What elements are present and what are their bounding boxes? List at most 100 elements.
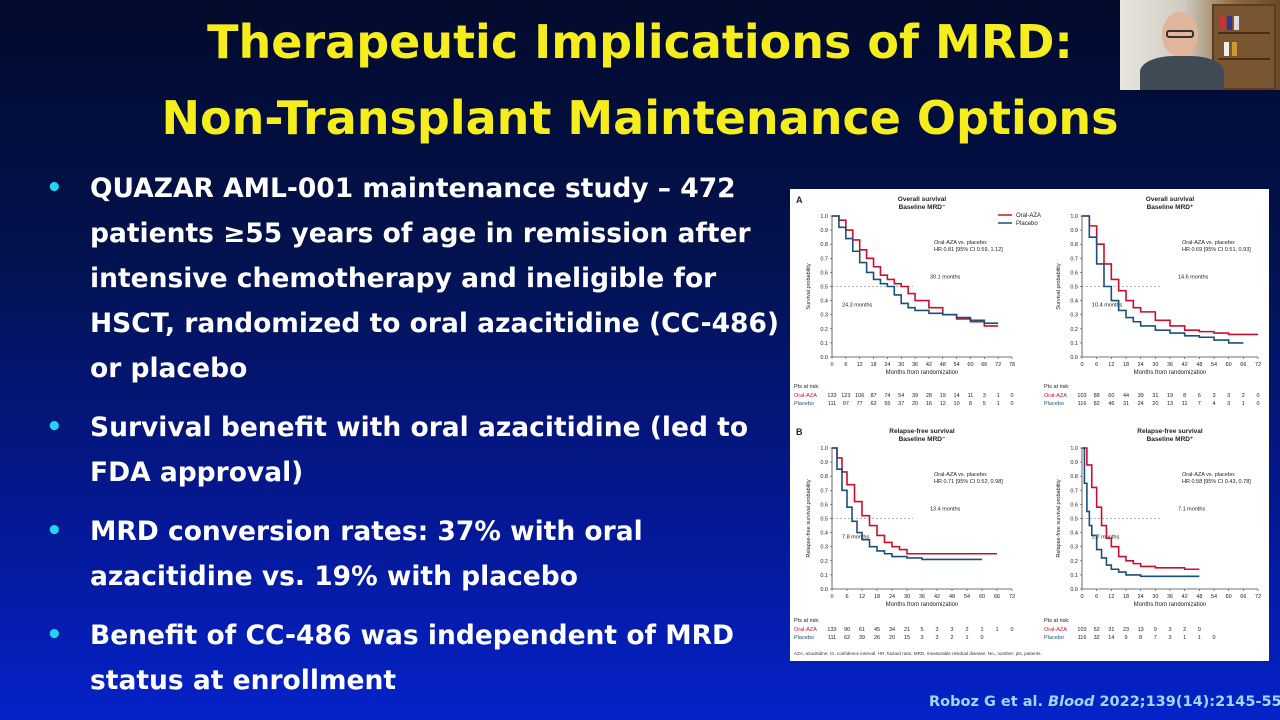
- at-risk-value: 74: [884, 393, 890, 399]
- presenter-webcam: [1120, 0, 1280, 90]
- x-tick-label: 72: [1009, 594, 1015, 600]
- at-risk-label-placebo: Placebo: [794, 635, 814, 641]
- y-tick-label: 1.0: [820, 214, 828, 220]
- at-risk-value: 133: [827, 393, 836, 399]
- x-tick-label: 48: [949, 594, 955, 600]
- y-tick-label: 0.5: [820, 517, 828, 523]
- km-curve-oral-aza: [1082, 215, 1258, 336]
- at-risk-value: 20: [912, 401, 918, 407]
- km-curve-placebo: [1082, 215, 1244, 344]
- presenter-shirt: [1140, 56, 1224, 90]
- chart-title: Relapse-free survival: [889, 428, 955, 435]
- y-tick-label: 0.8: [1070, 474, 1078, 480]
- at-risk-header: Pts at risk:: [1044, 618, 1070, 624]
- y-tick-label: 0.9: [820, 460, 828, 466]
- at-risk-value: 116: [1078, 401, 1087, 407]
- km-curve-oral-aza: [832, 447, 997, 555]
- at-risk-label-oral-aza: Oral-AZA: [794, 393, 817, 399]
- x-tick-label: 24: [884, 362, 890, 368]
- bullet-item: • Survival benefit with oral azacitidine …: [40, 405, 780, 495]
- y-tick-label: 0.1: [820, 573, 828, 579]
- y-tick-label: 0.8: [820, 474, 828, 480]
- at-risk-value: 1: [997, 393, 1000, 399]
- x-tick-label: 42: [1182, 362, 1188, 368]
- at-risk-value: 103: [1077, 393, 1086, 399]
- y-tick-label: 0.6: [820, 270, 828, 276]
- at-risk-value: 39: [912, 393, 918, 399]
- at-risk-value: 16: [926, 401, 932, 407]
- bullet-text: Benefit of CC-486 was independent of MRD…: [90, 620, 735, 696]
- y-axis-label: Relapse-free survival probability: [806, 479, 812, 558]
- at-risk-value: 6: [1198, 393, 1201, 399]
- y-tick-label: 0.8: [1070, 242, 1078, 248]
- at-risk-value: 0: [1256, 401, 1259, 407]
- x-tick-label: 66: [1240, 362, 1246, 368]
- at-risk-value: 3: [1227, 393, 1230, 399]
- slide-title-line-1: Therapeutic Implications of MRD:: [207, 15, 1073, 69]
- at-risk-value: 1: [1198, 635, 1201, 641]
- at-risk-value: 7: [1198, 401, 1201, 407]
- x-tick-label: 60: [1226, 362, 1232, 368]
- km-curve-placebo: [832, 215, 999, 324]
- chart-title: Overall survival: [1146, 196, 1195, 203]
- x-tick-label: 30: [1152, 594, 1158, 600]
- at-risk-value: 8: [969, 401, 972, 407]
- x-tick-label: 18: [1123, 362, 1129, 368]
- x-axis-label: Months from randomization: [1134, 370, 1207, 376]
- at-risk-value: 3: [935, 627, 938, 633]
- x-tick-label: 42: [1182, 594, 1188, 600]
- at-risk-header: Pts at risk:: [794, 384, 820, 390]
- x-tick-label: 36: [1167, 362, 1173, 368]
- bullet-text: MRD conversion rates: 37% with oral azac…: [90, 516, 643, 592]
- at-risk-value: 8: [1183, 393, 1186, 399]
- at-risk-value: 9: [1154, 627, 1157, 633]
- x-tick-label: 60: [979, 594, 985, 600]
- bullet-text: QUAZAR AML-001 maintenance study – 472 p…: [90, 173, 780, 384]
- x-tick-label: 72: [1255, 594, 1261, 600]
- at-risk-value: 8: [1139, 635, 1142, 641]
- at-risk-value: 19: [1167, 393, 1173, 399]
- legend-label-placebo: Placebo: [1016, 221, 1038, 227]
- chart-subtitle: Baseline MRD⁺: [1147, 204, 1194, 211]
- median-label-placebo: 24.3 months: [842, 303, 873, 309]
- x-tick-label: 24: [1138, 594, 1144, 600]
- bullet-item: • Benefit of CC-486 was independent of MR…: [40, 613, 780, 703]
- x-tick-label: 0: [1080, 594, 1083, 600]
- at-risk-label-oral-aza: Oral-AZA: [1044, 393, 1067, 399]
- x-tick-label: 0: [830, 362, 833, 368]
- at-risk-value: 62: [844, 635, 850, 641]
- at-risk-value: 15: [904, 635, 910, 641]
- at-risk-value: 11: [1182, 401, 1188, 407]
- at-risk-value: 14: [1108, 635, 1114, 641]
- at-risk-value: 3: [1168, 635, 1171, 641]
- y-tick-label: 0.4: [1070, 299, 1078, 305]
- at-risk-value: 20: [1152, 401, 1158, 407]
- y-tick-label: 0.9: [820, 228, 828, 234]
- at-risk-label-placebo: Placebo: [1044, 401, 1064, 407]
- legend-label-oral-aza: Oral-AZA: [1016, 213, 1041, 219]
- y-tick-label: 0.3: [820, 545, 828, 551]
- bullet-list: • QUAZAR AML-001 maintenance study – 472 …: [40, 166, 780, 717]
- x-axis-label: Months from randomization: [1134, 602, 1207, 608]
- y-tick-label: 0.7: [1070, 488, 1078, 494]
- at-risk-value: 3: [1227, 401, 1230, 407]
- x-tick-label: 66: [1240, 594, 1246, 600]
- x-tick-label: 0: [830, 594, 833, 600]
- at-risk-value: 1: [980, 627, 983, 633]
- at-risk-label-placebo: Placebo: [794, 401, 814, 407]
- x-tick-label: 12: [1108, 594, 1114, 600]
- y-tick-label: 0.3: [1070, 313, 1078, 319]
- y-axis-label: Relapse-free survival probability: [1056, 479, 1062, 558]
- x-tick-label: 48: [1196, 594, 1202, 600]
- x-tick-label: 54: [1211, 594, 1217, 600]
- y-tick-label: 1.0: [1070, 214, 1078, 220]
- at-risk-value: 123: [841, 393, 850, 399]
- citation-authors: Roboz G et al.: [929, 694, 1043, 710]
- median-label-placebo: 7.8 months: [842, 535, 869, 541]
- median-label-oral-aza: 30.1 months: [930, 275, 961, 281]
- x-tick-label: 72: [1255, 362, 1261, 368]
- at-risk-value: 13: [1138, 627, 1144, 633]
- x-axis-label: Months from randomization: [886, 602, 959, 608]
- at-risk-value: 32: [1094, 635, 1100, 641]
- y-tick-label: 0.6: [820, 502, 828, 508]
